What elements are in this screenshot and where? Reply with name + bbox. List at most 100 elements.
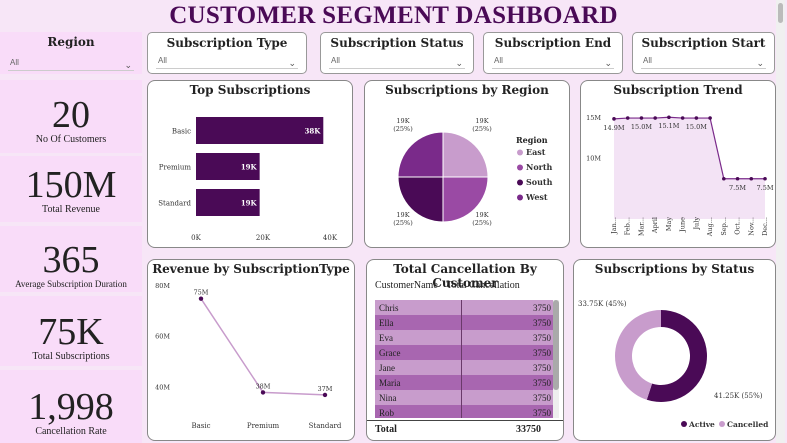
pie-slice-west[interactable]: [397, 131, 444, 178]
revenue-data-label: 75M: [194, 289, 209, 297]
subscription-trend-chart[interactable]: 15M 10M 14.9M 15.0M 15.1M 15.0M 7.5M 7.5M Jan.…: [581, 99, 776, 248]
kpi-label: Total Subscriptions: [32, 351, 110, 362]
column-header-total[interactable]: Total Cancellation: [446, 280, 520, 291]
trend-point[interactable]: [667, 115, 671, 120]
trend-point[interactable]: [653, 116, 657, 120]
trend-point[interactable]: [749, 176, 754, 181]
legend-item-west[interactable]: West: [525, 192, 548, 202]
pie-data-label: (25%): [472, 125, 492, 133]
subscription-start-slicer-label: Subscription Start: [641, 36, 766, 50]
subscription-start-dropdown[interactable]: All ⌄: [641, 53, 766, 69]
legend-item-north[interactable]: North: [526, 162, 553, 172]
subscription-start-slicer[interactable]: Subscription Start All ⌄: [632, 32, 775, 74]
donut-slice-cancelled[interactable]: [615, 310, 661, 400]
scrollbar-thumb[interactable]: [778, 3, 783, 23]
subscription-status-dropdown-value: All: [331, 56, 340, 65]
subscription-status-slicer[interactable]: Subscription Status All ⌄: [320, 32, 474, 74]
table-row[interactable]: Jane 3750: [375, 360, 555, 375]
cancellation-value-cell: 3750: [460, 405, 555, 418]
legend-item-active[interactable]: Active: [688, 420, 715, 429]
bar-category-label: Premium: [159, 164, 192, 172]
legend-item-cancelled[interactable]: Cancelled: [727, 420, 769, 429]
region-slicer[interactable]: Region All ⌄: [0, 32, 142, 74]
trend-point[interactable]: [722, 176, 726, 181]
table-row[interactable]: Nina 3750: [375, 390, 555, 405]
chevron-down-icon: ⌄: [288, 58, 296, 68]
revenue-by-type-card[interactable]: Revenue by SubscriptionType 80M 60M 40M 75…: [147, 259, 355, 441]
trend-point[interactable]: [639, 116, 644, 120]
table-row[interactable]: Eva 3750: [375, 330, 555, 345]
customer-name-cell: Grace: [379, 347, 401, 358]
x-tick-label: Basic: [191, 422, 210, 430]
cancellation-value-cell: 3750: [460, 300, 555, 315]
pie-data-label: 19K: [475, 211, 488, 219]
cancellation-value-cell: 3750: [460, 315, 555, 330]
subscription-end-slicer[interactable]: Subscription End All ⌄: [483, 32, 623, 74]
trend-point[interactable]: [763, 176, 767, 181]
kpi-revenue: 150M Total Revenue: [0, 156, 142, 222]
region-pie-chart[interactable]: 19K(25%)19K(25%)19K(25%)19K(25%) Region …: [365, 99, 570, 248]
revenue-point[interactable]: [260, 390, 266, 395]
trend-point-label: 7.5M: [729, 184, 746, 192]
revenue-line-chart[interactable]: 80M 60M 40M 75M 38M 37M Basic Premium Standard: [148, 278, 355, 441]
subscription-end-dropdown-value: All: [494, 56, 503, 65]
trend-point[interactable]: [694, 116, 699, 120]
trend-point[interactable]: [612, 117, 616, 121]
cancellation-table-card[interactable]: Total Cancellation By Customer CustomerN…: [366, 259, 564, 441]
table-row[interactable]: Chris 3750: [375, 300, 555, 315]
pie-slice-east[interactable]: [442, 131, 489, 178]
pie-slice-north[interactable]: [442, 176, 489, 223]
top-subscriptions-card[interactable]: Top Subscriptions Basic Premium Standard 3…: [147, 80, 353, 248]
chart-title: Top Subscriptions: [189, 83, 311, 97]
cancellation-value-cell: 3750: [460, 330, 555, 345]
subscription-status-dropdown[interactable]: All ⌄: [329, 53, 465, 69]
bar-basic[interactable]: [196, 117, 324, 144]
top-subscriptions-chart[interactable]: Basic Premium Standard 38K 19K 19K 0K 20K 40K: [148, 99, 353, 248]
kpi-label: Total Revenue: [42, 204, 100, 215]
kpi-label: Cancellation Rate: [35, 426, 107, 437]
trend-point[interactable]: [735, 176, 740, 181]
subscription-type-slicer[interactable]: Subscription Type All ⌄: [147, 32, 307, 74]
table-row[interactable]: Maria 3750: [375, 375, 555, 390]
legend-item-east[interactable]: East: [526, 147, 546, 157]
table-row[interactable]: Grace 3750: [375, 345, 555, 360]
table-scrollbar[interactable]: [553, 300, 559, 418]
trend-point-label: 14.9M: [603, 124, 624, 132]
kpi-value: 150M: [25, 164, 117, 206]
donut-slice-active[interactable]: [646, 310, 707, 402]
bar-standard[interactable]: [196, 189, 260, 216]
bar-premium[interactable]: [196, 153, 260, 180]
column-header-customer[interactable]: CustomerName: [375, 280, 438, 291]
x-tick-label: Mar...: [637, 217, 645, 236]
legend-item-south[interactable]: South: [526, 177, 553, 187]
table-row[interactable]: Rob 3750: [375, 405, 555, 418]
subscriptions-by-region-card[interactable]: Subscriptions by Region 19K (25%) 19K (25%)…: [364, 80, 570, 248]
kpi-label: Average Subscription Duration: [15, 279, 127, 289]
table-row[interactable]: Ella 3750: [375, 315, 555, 330]
revenue-point[interactable]: [198, 296, 204, 301]
revenue-line: [200, 298, 326, 396]
revenue-point[interactable]: [322, 392, 328, 398]
x-tick-label: Standard: [309, 422, 342, 430]
region-dropdown[interactable]: All ⌄: [8, 55, 134, 71]
subscription-trend-card[interactable]: Subscription Trend 15M 10M 14.9M 15.0M 15.1…: [580, 80, 776, 248]
y-tick-label: 40M: [155, 383, 170, 391]
subscription-type-dropdown[interactable]: All ⌄: [156, 53, 298, 69]
status-donut-chart[interactable]: 41.25K (55%) 33.75K (45%) Active Cancelled: [574, 278, 776, 441]
legend-title: Region: [516, 135, 548, 145]
table-body[interactable]: Chris 3750 Ella 3750 Eva 3750 Grace 3750 Jane 375…: [367, 300, 563, 418]
trend-point[interactable]: [680, 116, 685, 120]
table-scrollbar-thumb[interactable]: [553, 300, 559, 390]
kpi-value: 365: [42, 239, 100, 281]
pie-slice-south[interactable]: [397, 176, 444, 223]
total-label: Total: [375, 424, 397, 435]
legend-marker: [517, 164, 523, 171]
page-scrollbar[interactable]: [776, 0, 785, 443]
revenue-data-label: 38M: [256, 382, 271, 390]
subscription-end-slicer-label: Subscription End: [494, 36, 612, 50]
subscriptions-by-status-card[interactable]: Subscriptions by Status 41.25K (55%) 33.7…: [573, 259, 776, 441]
trend-point[interactable]: [625, 116, 630, 120]
trend-point[interactable]: [708, 116, 712, 120]
total-value: 33750: [516, 424, 541, 435]
subscription-end-dropdown[interactable]: All ⌄: [492, 53, 614, 69]
